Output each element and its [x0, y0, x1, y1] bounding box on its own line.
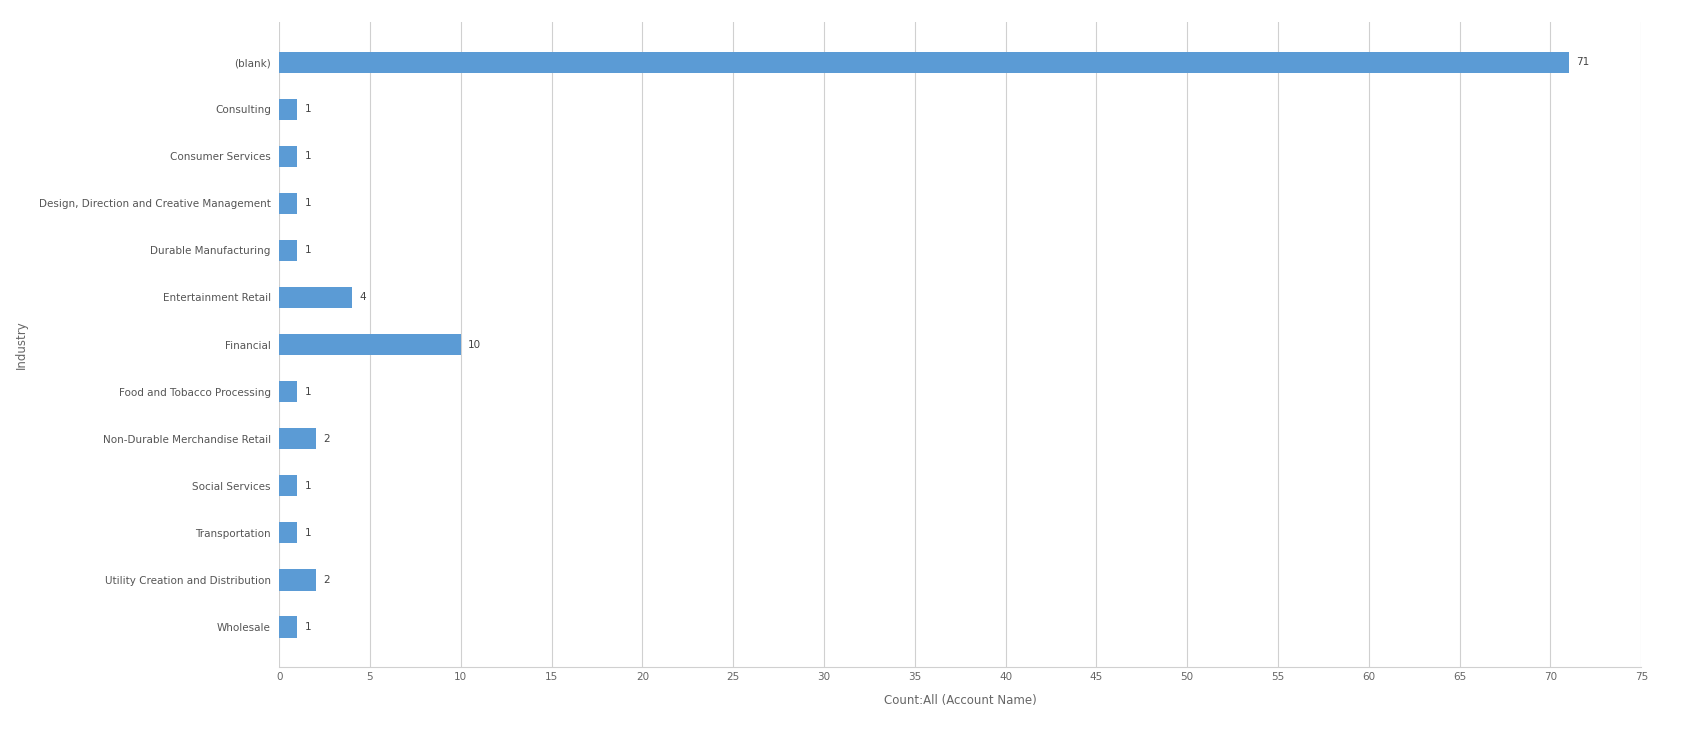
Text: 1: 1	[305, 151, 311, 162]
Text: 1: 1	[305, 528, 311, 538]
Bar	[279, 193, 298, 214]
Text: 10: 10	[469, 339, 481, 350]
Text: 2: 2	[323, 575, 330, 585]
Text: 1: 1	[305, 104, 311, 114]
Bar	[279, 146, 298, 167]
Text: 1: 1	[305, 622, 311, 632]
Bar	[279, 428, 315, 449]
Bar	[279, 569, 315, 591]
Bar	[279, 522, 298, 543]
Bar	[279, 240, 298, 261]
Y-axis label: Industry: Industry	[15, 320, 27, 369]
X-axis label: Count:All (Account Name): Count:All (Account Name)	[883, 694, 1037, 707]
Bar	[279, 52, 1568, 73]
Text: 1: 1	[305, 199, 311, 208]
Text: 4: 4	[359, 293, 365, 302]
Text: 1: 1	[305, 481, 311, 491]
Text: 1: 1	[305, 387, 311, 396]
Bar	[279, 475, 298, 496]
Bar	[279, 381, 298, 402]
Text: 2: 2	[323, 433, 330, 444]
Text: 71: 71	[1575, 57, 1589, 67]
Bar	[279, 334, 460, 355]
Bar	[279, 287, 352, 308]
Text: 1: 1	[305, 245, 311, 256]
Bar	[279, 99, 298, 120]
Bar	[279, 617, 298, 637]
